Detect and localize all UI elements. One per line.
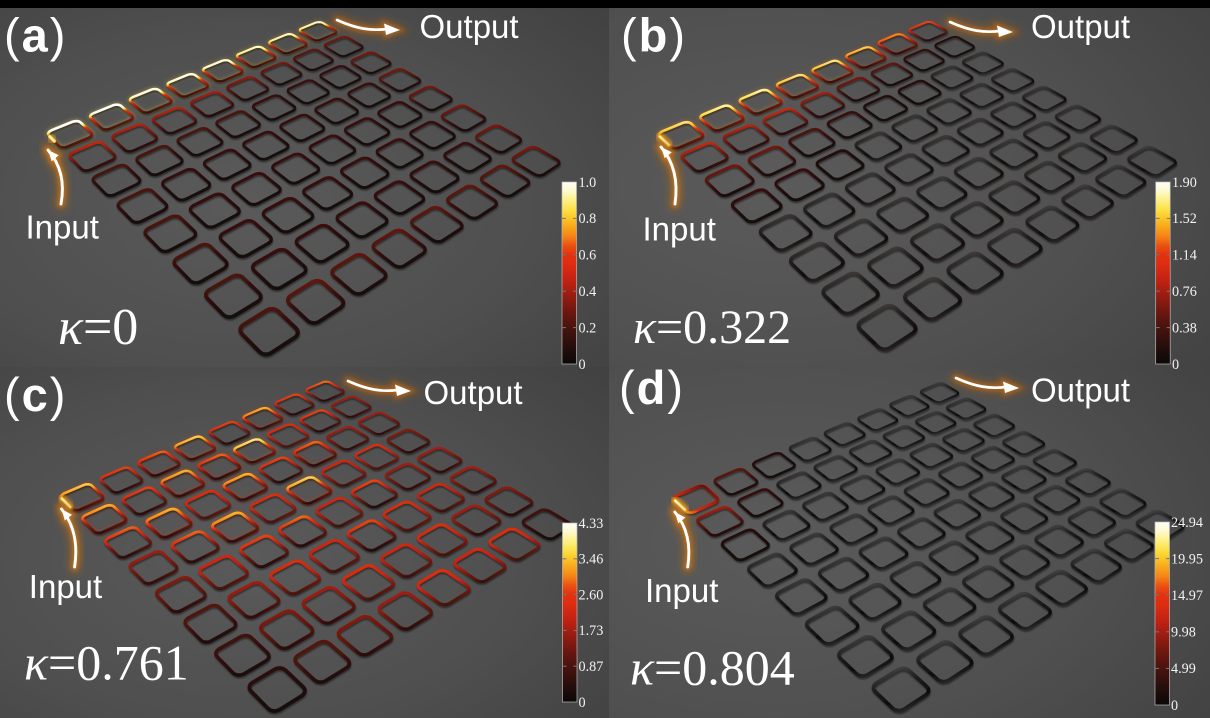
svg-text:19.95: 19.95 — [1171, 551, 1203, 567]
svg-text:0: 0 — [579, 357, 586, 373]
svg-text:14.97: 14.97 — [1171, 588, 1203, 604]
svg-text:0.87: 0.87 — [579, 659, 604, 675]
svg-text:Input: Input — [645, 572, 718, 609]
svg-text:κ=0: κ=0 — [58, 299, 138, 356]
svg-text:Input: Input — [26, 209, 99, 246]
svg-text:Input: Input — [29, 568, 102, 605]
svg-text:Output: Output — [424, 374, 523, 411]
svg-text:2.60: 2.60 — [579, 587, 604, 603]
svg-text:4.33: 4.33 — [579, 516, 604, 532]
svg-text:κ=0.322: κ=0.322 — [633, 301, 791, 354]
svg-text:Output: Output — [1031, 8, 1130, 45]
svg-text:4.99: 4.99 — [1171, 661, 1196, 677]
svg-text:(a): (a) — [4, 9, 67, 62]
svg-text:Input: Input — [643, 211, 716, 248]
svg-text:0: 0 — [579, 695, 586, 711]
svg-text:Output: Output — [420, 8, 519, 45]
svg-text:(c): (c) — [4, 368, 67, 421]
svg-text:24.94: 24.94 — [1171, 515, 1203, 531]
svg-text:3.46: 3.46 — [579, 552, 604, 568]
svg-text:9.98: 9.98 — [1171, 625, 1196, 641]
svg-text:Output: Output — [1031, 372, 1130, 409]
svg-text:1.73: 1.73 — [579, 623, 604, 639]
svg-text:1.0: 1.0 — [579, 175, 597, 191]
svg-text:1.52: 1.52 — [1172, 211, 1197, 227]
svg-text:0.76: 0.76 — [1172, 284, 1197, 300]
svg-text:0: 0 — [1172, 357, 1179, 373]
svg-text:1.90: 1.90 — [1172, 175, 1197, 191]
svg-text:κ=0.804: κ=0.804 — [630, 640, 795, 696]
svg-text:0: 0 — [1171, 698, 1178, 714]
svg-text:0.8: 0.8 — [579, 211, 597, 227]
svg-text:0.6: 0.6 — [579, 248, 597, 264]
svg-text:1.14: 1.14 — [1172, 248, 1197, 264]
svg-text:(b): (b) — [621, 9, 687, 62]
svg-text:(d): (d) — [619, 361, 685, 414]
svg-text:0.38: 0.38 — [1172, 320, 1197, 336]
svg-text:κ=0.761: κ=0.761 — [24, 635, 189, 691]
svg-text:0.2: 0.2 — [579, 320, 597, 336]
svg-text:0.4: 0.4 — [579, 284, 597, 300]
